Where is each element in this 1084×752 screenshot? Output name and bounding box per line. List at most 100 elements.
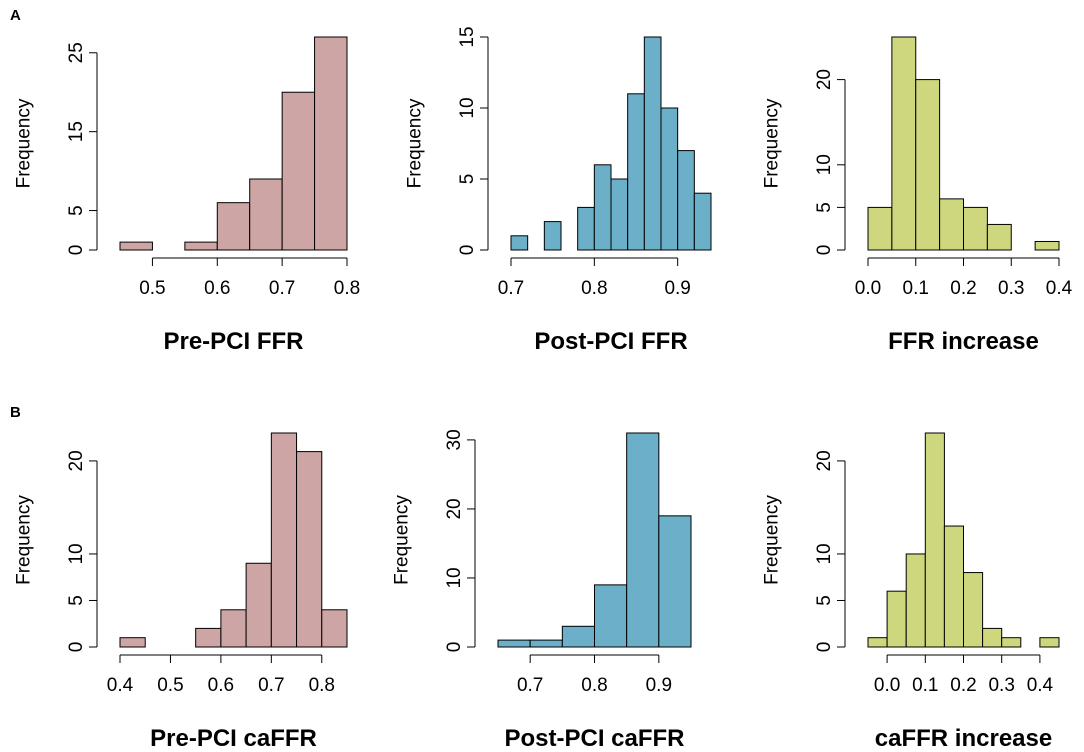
x-axis-title: Pre-PCI caFFR (150, 725, 317, 752)
histogram-2: 0 5 10 15 0.7 0.8 0.9 Frequency Post-PCI FFR (405, 26, 712, 355)
x-tick-label: 0.6 (204, 278, 230, 299)
histogram-bar (986, 223, 1012, 251)
x-tick-label: 0.8 (309, 675, 335, 696)
y-tick-label: 0 (814, 642, 835, 653)
x-tick-label: 0.2 (950, 675, 976, 696)
x-axis-title: Post-PCI caFFR (504, 725, 684, 752)
y-axis-title: Frequency (14, 495, 35, 585)
y-tick-label: 5 (66, 595, 87, 606)
histogram-4: 0 5 10 20 0.4 0.5 0.6 0.7 0.8 Frequency Pre-PCI ca… (14, 432, 348, 752)
histogram-bar (610, 178, 629, 251)
y-tick-label: 0 (444, 642, 465, 653)
histogram-bar (594, 584, 628, 648)
y-tick-label: 5 (814, 595, 835, 606)
x-tick-label: 0.8 (581, 278, 607, 299)
histogram-bar (220, 609, 247, 648)
histogram-bar (245, 562, 272, 648)
y-tick-label: 10 (444, 567, 465, 588)
y-tick-label: 20 (444, 498, 465, 519)
histogram-bar (216, 202, 251, 251)
y-tick-label: 10 (814, 543, 835, 564)
y-tick-label: 20 (66, 450, 87, 471)
histogram-bar (963, 572, 984, 648)
histogram-bar (281, 91, 316, 251)
histogram-bar (1034, 240, 1060, 251)
y-tick-label: 10 (66, 543, 87, 564)
histogram-bar (867, 206, 893, 251)
histogram-bar (939, 198, 964, 251)
x-tick-label: 0.7 (258, 675, 284, 696)
x-tick-label: 0.0 (855, 278, 881, 299)
histogram-bar (577, 206, 595, 251)
y-tick-label: 20 (814, 450, 835, 471)
y-tick-label: 5 (66, 205, 87, 216)
x-tick-label: 0.0 (874, 675, 900, 696)
histogram-bar (924, 432, 945, 648)
x-axis-title: caFFR increase (875, 725, 1052, 752)
x-tick-label: 0.8 (334, 278, 360, 299)
x-tick-label: 0.9 (664, 278, 690, 299)
histogram-bar (982, 627, 1003, 648)
histogram-bar (915, 79, 941, 251)
x-tick-label: 0.1 (912, 675, 938, 696)
x-tick-label: 0.9 (646, 675, 672, 696)
histogram-bar (1001, 637, 1022, 648)
histogram-bar (905, 553, 926, 648)
histogram-bar (867, 637, 888, 648)
histogram-bar (497, 639, 531, 648)
x-tick-label: 0.7 (498, 278, 524, 299)
histogram-bar (119, 241, 153, 251)
y-tick-label: 0 (66, 642, 87, 653)
x-tick-label: 0.4 (1046, 278, 1073, 299)
x-tick-label: 0.7 (517, 675, 543, 696)
histogram-bar (963, 206, 988, 251)
y-tick-label: 15 (66, 121, 87, 142)
histogram-1: 0 5 15 25 0.5 0.6 0.7 0.8 Frequency Pre-PCI FFR (14, 36, 360, 355)
y-tick-label: 5 (814, 202, 835, 213)
x-tick-label: 0.5 (139, 278, 165, 299)
histogram-6: 0 5 10 20 0.0 0.1 0.2 0.3 0.4 Frequency caFFR incr… (762, 432, 1060, 752)
x-tick-label: 0.1 (903, 278, 929, 299)
histogram-bar (510, 235, 529, 251)
histogram-3: 0 5 10 20 0.0 0.1 0.2 0.3 0.4 Frequency FFR increa… (762, 36, 1073, 355)
y-tick-label: 15 (457, 26, 478, 47)
y-axis-title: Frequency (14, 98, 35, 188)
histogram-bar (314, 36, 348, 251)
histogram-bar (529, 639, 563, 648)
x-tick-label: 0.3 (988, 675, 1014, 696)
histogram-bar (296, 451, 323, 648)
y-axis-title: Frequency (762, 98, 783, 188)
x-tick-label: 0.4 (107, 675, 134, 696)
histogram-bar (693, 192, 712, 251)
y-tick-label: 20 (814, 69, 835, 90)
y-tick-label: 10 (457, 97, 478, 118)
y-axis-title: Frequency (762, 495, 783, 585)
y-tick-label: 0 (457, 245, 478, 256)
histogram-bar (643, 36, 662, 251)
histogram-bar (886, 590, 907, 648)
y-tick-label: 0 (814, 245, 835, 256)
histogram-bar (677, 150, 695, 251)
x-axis-title: FFR increase (888, 328, 1039, 355)
x-tick-label: 0.7 (269, 278, 295, 299)
histogram-bar (270, 432, 298, 648)
histogram-bar (321, 609, 348, 648)
x-tick-label: 0.5 (157, 675, 183, 696)
histogram-bar (195, 627, 222, 648)
x-axis-title: Pre-PCI FFR (163, 328, 303, 355)
histogram-bar (943, 525, 965, 648)
histogram-bar (660, 107, 679, 251)
y-axis-title: Frequency (405, 98, 426, 188)
histogram-bar (543, 221, 562, 251)
histogram-bar (184, 241, 218, 251)
histogram-bar (593, 164, 612, 251)
x-tick-label: 0.6 (208, 675, 234, 696)
y-axis-title: Frequency (392, 495, 413, 585)
histogram-bar (561, 625, 595, 648)
histogram-bar (658, 515, 692, 648)
histogram-bar (627, 93, 645, 251)
y-tick-label: 10 (814, 154, 835, 175)
histogram-bar (1039, 637, 1060, 648)
panel-label-b: B (10, 404, 21, 421)
